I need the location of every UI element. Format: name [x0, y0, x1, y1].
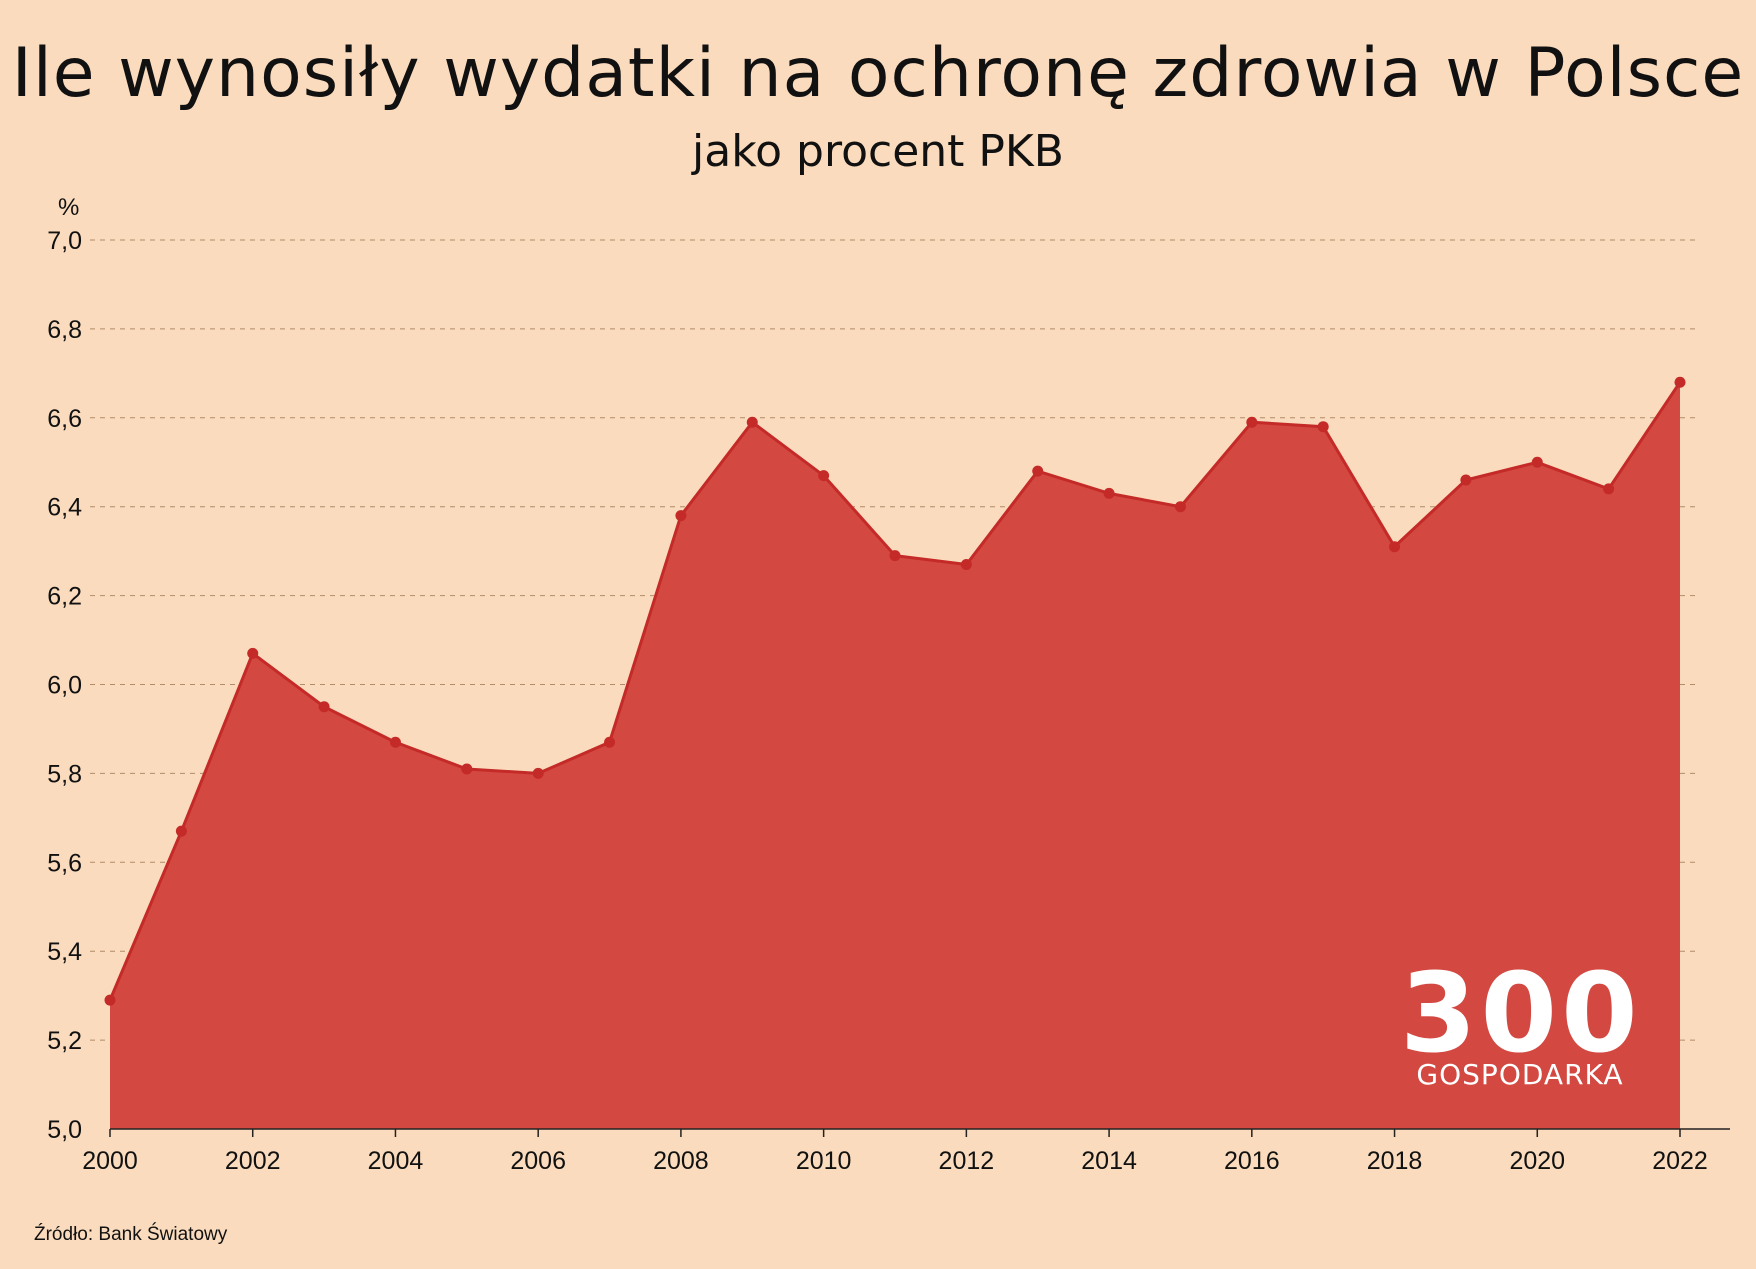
data-point	[104, 994, 116, 1006]
x-tick-labels: 2000 2002 2004 2006 2008 2010 2012 2014 2016 2018…	[82, 1129, 1708, 1175]
data-point	[675, 510, 687, 522]
data-point	[175, 825, 187, 837]
data-point	[1389, 541, 1401, 553]
y-axis-unit: %	[58, 194, 79, 221]
data-point	[532, 767, 544, 779]
y-tick-label: 6,0	[47, 672, 82, 700]
x-tick-label: 2006	[510, 1147, 566, 1175]
x-tick-label: 2010	[796, 1147, 852, 1175]
chart-title: Ile wynosiły wydatki na ochronę zdrowia …	[11, 34, 1745, 113]
y-tick-label: 6,8	[47, 316, 82, 344]
x-tick-label: 2004	[368, 1147, 424, 1175]
y-tick-label: 7,0	[47, 227, 82, 255]
x-tick-label: 2000	[82, 1147, 138, 1175]
chart-subtitle: jako procent PKB	[692, 126, 1064, 177]
y-tick-label: 5,6	[47, 849, 82, 877]
x-tick-label: 2014	[1081, 1147, 1137, 1175]
data-point	[1174, 501, 1186, 513]
y-tick-label: 6,2	[47, 583, 82, 611]
x-tick-label: 2008	[653, 1147, 709, 1175]
y-tick-label: 5,0	[47, 1116, 82, 1144]
y-tick-label: 5,8	[47, 760, 82, 788]
y-tick-label: 5,2	[47, 1027, 82, 1055]
x-tick-label: 2022	[1652, 1147, 1708, 1175]
logo-word: GOSPODARKA	[1416, 1058, 1624, 1091]
data-point	[1246, 416, 1258, 428]
y-tick-label: 5,4	[47, 938, 82, 966]
source-note: Źródło: Bank Światowy	[34, 1224, 228, 1245]
data-points	[104, 376, 1686, 1006]
data-point	[1674, 376, 1686, 388]
x-tick-label: 2018	[1367, 1147, 1423, 1175]
data-point	[746, 416, 758, 428]
data-point	[389, 736, 401, 748]
data-point	[1032, 465, 1044, 477]
data-point	[1460, 474, 1472, 486]
brand-logo: 300 GOSPODARKA	[1400, 958, 1650, 1098]
x-tick-label: 2016	[1224, 1147, 1280, 1175]
y-tick-labels: 5,0 5,2 5,4 5,6 5,8 6,0 6,2 6,4 6,6 6,8 7,0	[47, 227, 82, 1144]
logo-number: 300	[1400, 949, 1642, 1077]
y-tick-label: 6,4	[47, 494, 82, 522]
data-point	[1317, 421, 1329, 433]
data-point	[461, 763, 473, 775]
data-point	[818, 470, 830, 482]
area-fill	[110, 382, 1680, 1129]
data-point	[889, 550, 901, 562]
y-tick-label: 6,6	[47, 405, 82, 433]
data-point	[1103, 487, 1115, 499]
data-point	[604, 736, 616, 748]
data-point	[1531, 456, 1543, 468]
data-point	[247, 647, 259, 659]
data-point	[318, 701, 330, 713]
x-tick-label: 2020	[1509, 1147, 1565, 1175]
data-point	[1603, 483, 1615, 495]
x-tick-label: 2012	[939, 1147, 995, 1175]
x-tick-label: 2002	[225, 1147, 281, 1175]
data-point	[960, 558, 972, 570]
